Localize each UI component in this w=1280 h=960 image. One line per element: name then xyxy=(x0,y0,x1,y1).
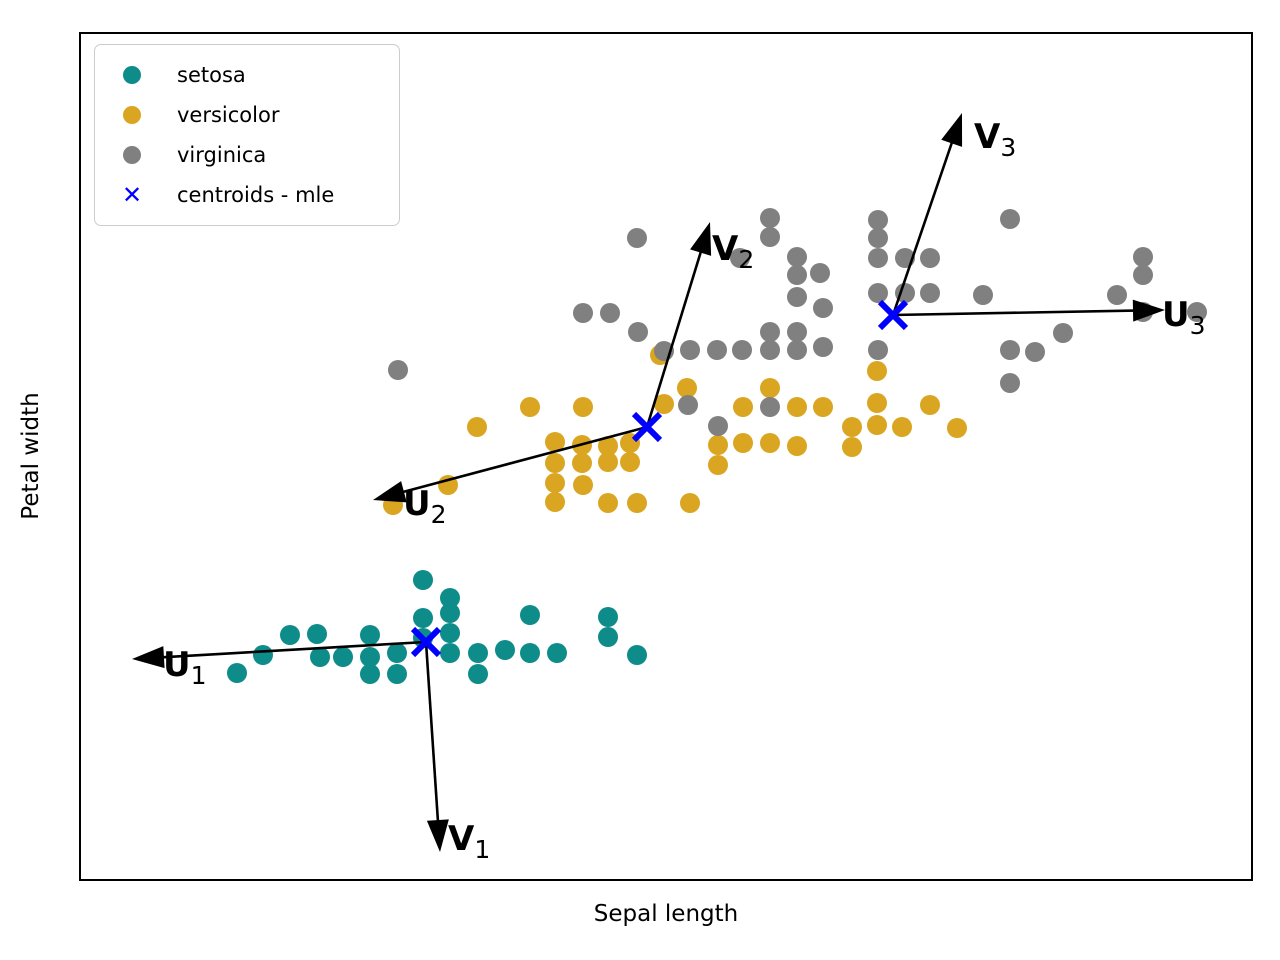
scatter-points-layer xyxy=(227,208,1207,684)
legend-item-setosa: setosa xyxy=(109,55,381,95)
centroid-markers-layer xyxy=(410,299,909,658)
eigenvector-arrows-layer xyxy=(132,113,1165,852)
arrow-shaft-U3 xyxy=(892,309,1136,317)
setosa-dot-icon xyxy=(109,66,155,84)
legend-label: virginica xyxy=(177,143,267,167)
centroid-x-marker xyxy=(410,626,442,658)
arrow-labels-layer: U1 V1 U2 V2 U3 V3 xyxy=(163,117,1206,864)
legend-label: centroids - mle xyxy=(177,183,335,207)
plot-area-border xyxy=(79,32,1253,881)
arrowhead-icon-V1 xyxy=(426,819,449,852)
arrowhead-icon-V3 xyxy=(941,113,963,147)
series-virginica xyxy=(388,208,1207,436)
y-axis-label: Petal width xyxy=(18,392,44,519)
arrowhead-icon-U1 xyxy=(132,646,165,669)
legend-label: versicolor xyxy=(177,103,280,127)
arrow-shaft-V3 xyxy=(891,140,954,316)
virginica-dot-icon xyxy=(109,146,155,164)
legend-item-centroids: ✕ centroids - mle xyxy=(109,175,381,215)
arrow-label-V3: V3 xyxy=(974,117,1016,162)
arrowhead-icon-U2 xyxy=(373,481,407,503)
x-marker-icon: ✕ xyxy=(121,181,143,209)
versicolor-dot-icon xyxy=(109,106,155,124)
arrow-label-V2: V2 xyxy=(712,229,754,274)
arrow-label-U2: U2 xyxy=(403,484,447,529)
arrow-label-U1: U1 xyxy=(163,645,207,690)
arrowhead-icon-U3 xyxy=(1132,299,1165,322)
arrow-shaft-V2 xyxy=(645,250,703,428)
arrowhead-icon-V2 xyxy=(690,222,712,256)
legend-item-versicolor: versicolor xyxy=(109,95,381,135)
arrow-label-U3: U3 xyxy=(1162,295,1206,340)
x-axis-label: Sepal length xyxy=(594,901,738,927)
legend-label: setosa xyxy=(177,63,246,87)
arrow-label-V1: V1 xyxy=(448,819,490,864)
arrow-shaft-V1 xyxy=(424,641,440,823)
legend-item-virginica: virginica xyxy=(109,135,381,175)
centroid-x-marker xyxy=(631,411,663,443)
series-versicolor xyxy=(383,345,967,515)
arrow-shaft-U1 xyxy=(161,640,427,659)
legend: setosa versicolor virginica ✕ centroids … xyxy=(94,44,400,226)
centroid-x-marker xyxy=(877,299,909,331)
arrow-shaft-U2 xyxy=(401,425,648,494)
